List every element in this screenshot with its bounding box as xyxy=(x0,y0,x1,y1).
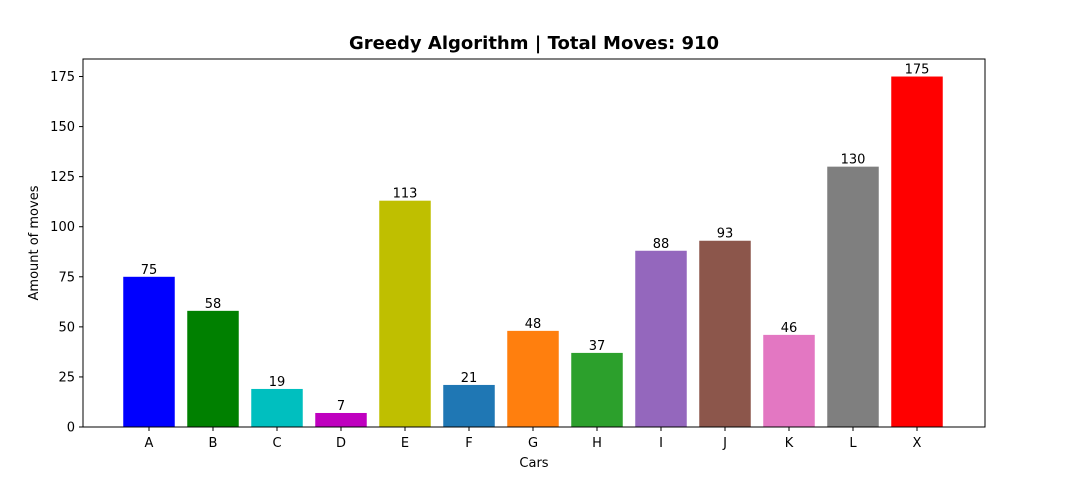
x-tick-label-b: B xyxy=(209,436,218,451)
y-tick-label: 50 xyxy=(58,320,75,335)
axes-frame xyxy=(82,58,986,428)
bar-k xyxy=(763,334,815,427)
bar-h xyxy=(571,352,623,427)
x-tick-label-j: J xyxy=(722,436,727,451)
value-label-c: 19 xyxy=(269,375,286,390)
y-tick-label: 100 xyxy=(50,220,75,235)
bar-g xyxy=(507,330,559,427)
bar-e xyxy=(379,200,431,427)
x-tick-label-g: G xyxy=(528,436,538,451)
value-label-h: 37 xyxy=(589,339,606,354)
x-tick-label-h: H xyxy=(592,436,602,451)
value-label-k: 46 xyxy=(781,321,798,336)
value-label-a: 75 xyxy=(141,263,158,278)
bar-b xyxy=(187,310,239,427)
plot-area: 75 A 58 B 19 C 7 D 113 E 21 F 48 G 37 H 88 I 93 J 46 K 130 L 175… xyxy=(50,58,986,451)
y-tick-label: 175 xyxy=(50,70,75,85)
y-axis-label: Amount of moves xyxy=(27,185,42,300)
value-label-i: 88 xyxy=(653,237,670,252)
value-label-j: 93 xyxy=(717,227,734,242)
bar-l xyxy=(827,166,879,428)
x-tick-label-l: L xyxy=(849,436,857,451)
x-tick-label-d: D xyxy=(336,436,346,451)
bar-x xyxy=(891,76,943,428)
y-tick-label: 75 xyxy=(58,270,75,285)
value-label-l: 130 xyxy=(841,153,866,168)
x-tick-label-f: F xyxy=(465,436,472,451)
y-tick-label: 0 xyxy=(67,421,75,436)
x-tick-label-a: A xyxy=(145,436,154,451)
x-tick-label-c: C xyxy=(272,436,281,451)
y-tick-label: 150 xyxy=(50,120,75,135)
value-label-f: 21 xyxy=(461,371,478,386)
value-label-b: 58 xyxy=(205,297,222,312)
x-axis-label: Cars xyxy=(519,456,548,471)
value-label-d: 7 xyxy=(337,399,345,414)
y-tick-label: 125 xyxy=(50,170,75,185)
bar-f xyxy=(443,384,495,427)
bar-j xyxy=(699,240,751,427)
bar-i xyxy=(635,250,687,427)
x-tick-label-e: E xyxy=(401,436,409,451)
x-tick-label-k: K xyxy=(785,436,794,451)
bar-a xyxy=(123,276,175,427)
value-label-x: 175 xyxy=(905,63,930,78)
bar-c xyxy=(251,388,303,427)
bar-d xyxy=(315,412,367,427)
value-label-g: 48 xyxy=(525,317,542,332)
y-tick-label: 25 xyxy=(58,370,75,385)
x-tick-label-x: X xyxy=(913,436,922,451)
x-tick-label-i: I xyxy=(659,436,663,451)
chart-title: Greedy Algorithm | Total Moves: 910 xyxy=(349,33,719,54)
value-label-e: 113 xyxy=(393,187,418,202)
